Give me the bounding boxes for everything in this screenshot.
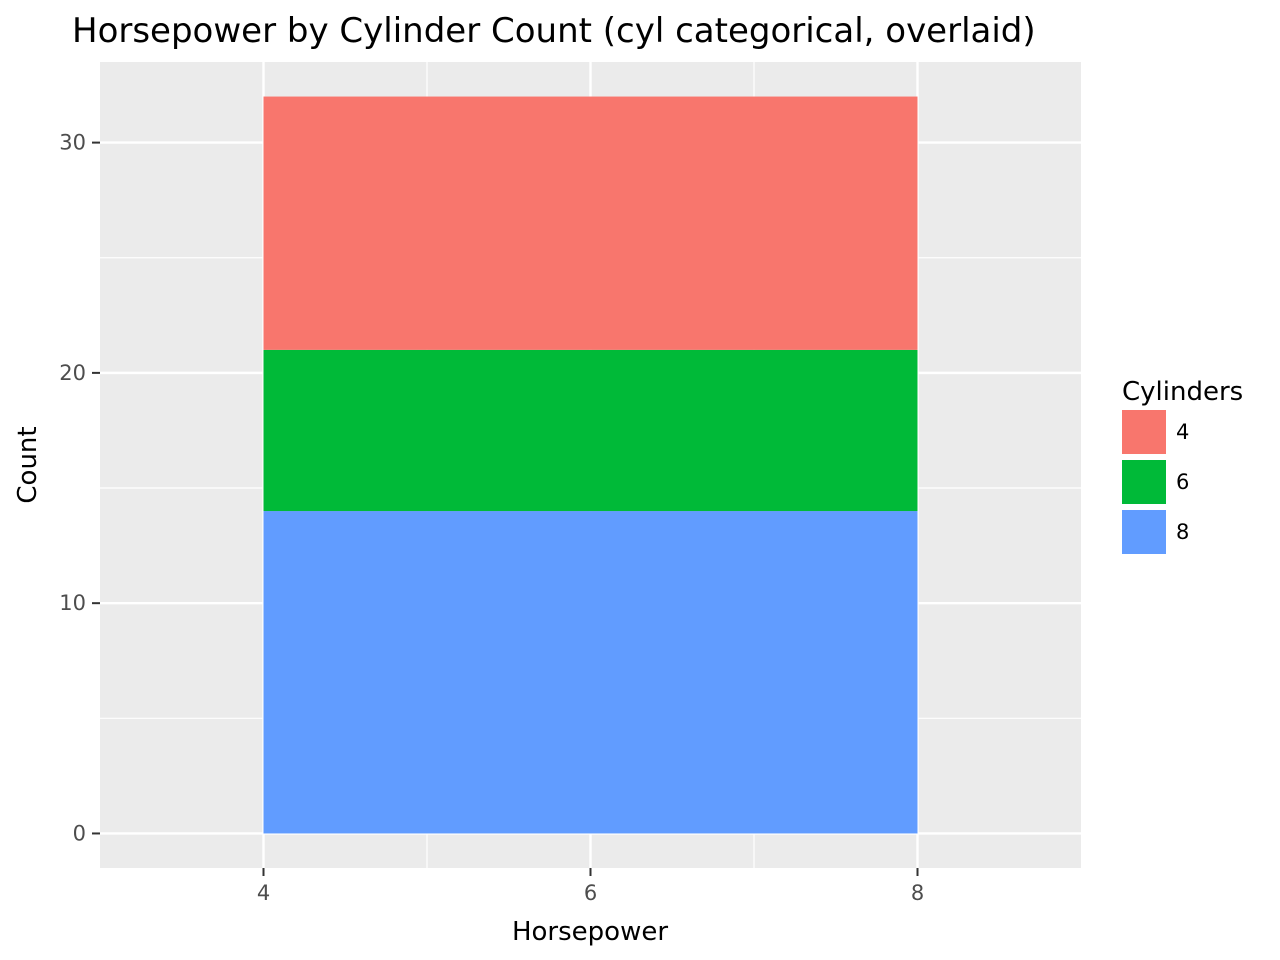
legend: Cylinders 4 6 8 (1122, 377, 1243, 554)
chart-title: Horsepower by Cylinder Count (cyl catego… (72, 11, 1036, 51)
y-tick-label: 30 (59, 131, 86, 155)
y-tick-label: 0 (73, 821, 86, 845)
x-tick-label: 8 (911, 881, 924, 905)
x-axis: 4 6 8 (257, 868, 924, 905)
legend-label-4: 4 (1176, 420, 1189, 444)
x-tick-label: 6 (584, 881, 597, 905)
legend-key-6 (1122, 460, 1166, 504)
legend-key-8 (1122, 510, 1166, 554)
y-tick-label: 20 (59, 361, 86, 385)
y-tick-label: 10 (59, 591, 86, 615)
y-axis: 0 10 20 30 (59, 131, 100, 845)
x-tick-label: 4 (257, 881, 270, 905)
legend-label-8: 8 (1176, 520, 1189, 544)
legend-title: Cylinders (1122, 377, 1243, 407)
bar-cyl-8 (263, 511, 918, 834)
bar-cyl-6 (263, 349, 918, 512)
y-axis-title: Count (13, 426, 43, 503)
bars (263, 96, 918, 834)
legend-label-6: 6 (1176, 470, 1189, 494)
bar-cyl-4 (263, 96, 918, 350)
legend-key-4 (1122, 410, 1166, 454)
x-axis-title: Horsepower (512, 917, 668, 947)
